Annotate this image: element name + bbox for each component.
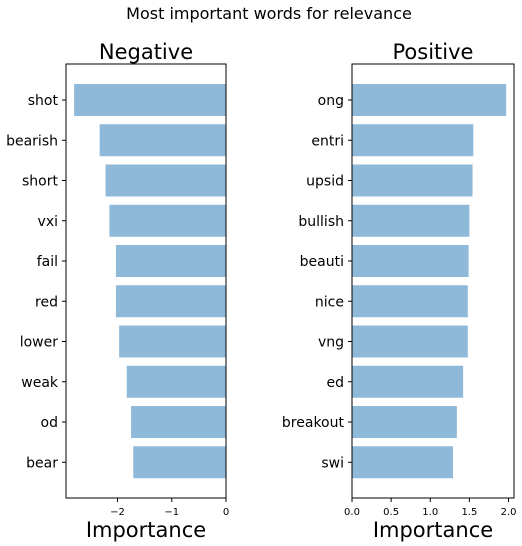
positive-category-label: bullish [298,214,344,230]
positive-x-tick-label: 1.5 [461,507,477,518]
negative-bar-od [131,406,226,438]
positive-bar-swi [352,446,453,478]
negative-category-label: fail [37,254,58,270]
positive-bar-beauti [352,245,469,277]
positive-x-ticks: 0.0 0.5 1.0 1.5 2.0 [344,498,516,518]
positive-bar-bullish [352,205,469,237]
positive-bar-breakout [352,406,457,438]
positive-category-label: vng [318,335,344,351]
negative-bar-short [106,165,226,197]
positive-category-label: entri [311,133,344,149]
positive-bar-vng [352,326,468,358]
negative-x-tick-label: −2 [110,507,125,518]
negative-bar-vxi [109,205,226,237]
negative-category-label: weak [21,375,59,391]
negative-x-ticks: −2 −1 0 [110,498,229,518]
negative-panel: Negative shot bearish short vxi fail red lower… [6,40,229,542]
negative-x-tick-label: −1 [164,507,179,518]
positive-panel-title: Positive [393,40,474,64]
positive-category-label: upsid [306,174,344,190]
negative-bar-bearish [100,124,226,156]
positive-category-label: swi [321,455,344,471]
positive-category-labels: ong entri upsid bullish beauti nice vng ed break… [282,93,352,471]
positive-category-label: beauti [300,254,344,270]
negative-category-label: red [35,294,58,310]
negative-category-label: bear [26,455,58,471]
positive-x-tick-label: 1.0 [422,507,438,518]
positive-category-label: nice [315,294,344,310]
positive-bar-upsid [352,165,473,197]
negative-x-tick-label: 0 [223,507,229,518]
negative-category-label: vxi [38,214,58,230]
positive-x-tick-label: 0.5 [383,507,399,518]
figure-title: Most important words for relevance [126,4,412,23]
positive-bar-nice [352,285,468,317]
negative-panel-title: Negative [99,40,193,64]
negative-category-label: lower [20,335,59,351]
positive-bars [352,84,506,478]
negative-category-label: bearish [6,133,58,149]
negative-bar-lower [119,326,226,358]
positive-panel: Positive ong entri upsid bullish beauti nice v… [282,40,517,542]
negative-bar-weak [127,366,226,398]
negative-category-label: od [41,415,58,431]
positive-category-label: ong [318,93,344,109]
negative-bars [74,84,226,478]
negative-category-label: shot [28,93,59,109]
positive-bar-entri [352,124,473,156]
negative-x-axis-label: Importance [86,518,206,542]
positive-category-label: ed [327,375,345,391]
positive-category-label: breakout [282,415,345,431]
negative-bar-fail [116,245,226,277]
positive-x-tick-label: 2.0 [501,507,517,518]
positive-x-tick-label: 0.0 [344,507,360,518]
positive-bar-ed [352,366,463,398]
negative-category-labels: shot bearish short vxi fail red lower weak od bea… [6,93,66,471]
negative-bar-bear [133,446,226,478]
negative-bar-shot [74,84,226,116]
positive-x-axis-label: Importance [373,518,493,542]
positive-bar-ong [352,84,506,116]
negative-category-label: short [22,174,58,190]
negative-bar-red [116,285,226,317]
